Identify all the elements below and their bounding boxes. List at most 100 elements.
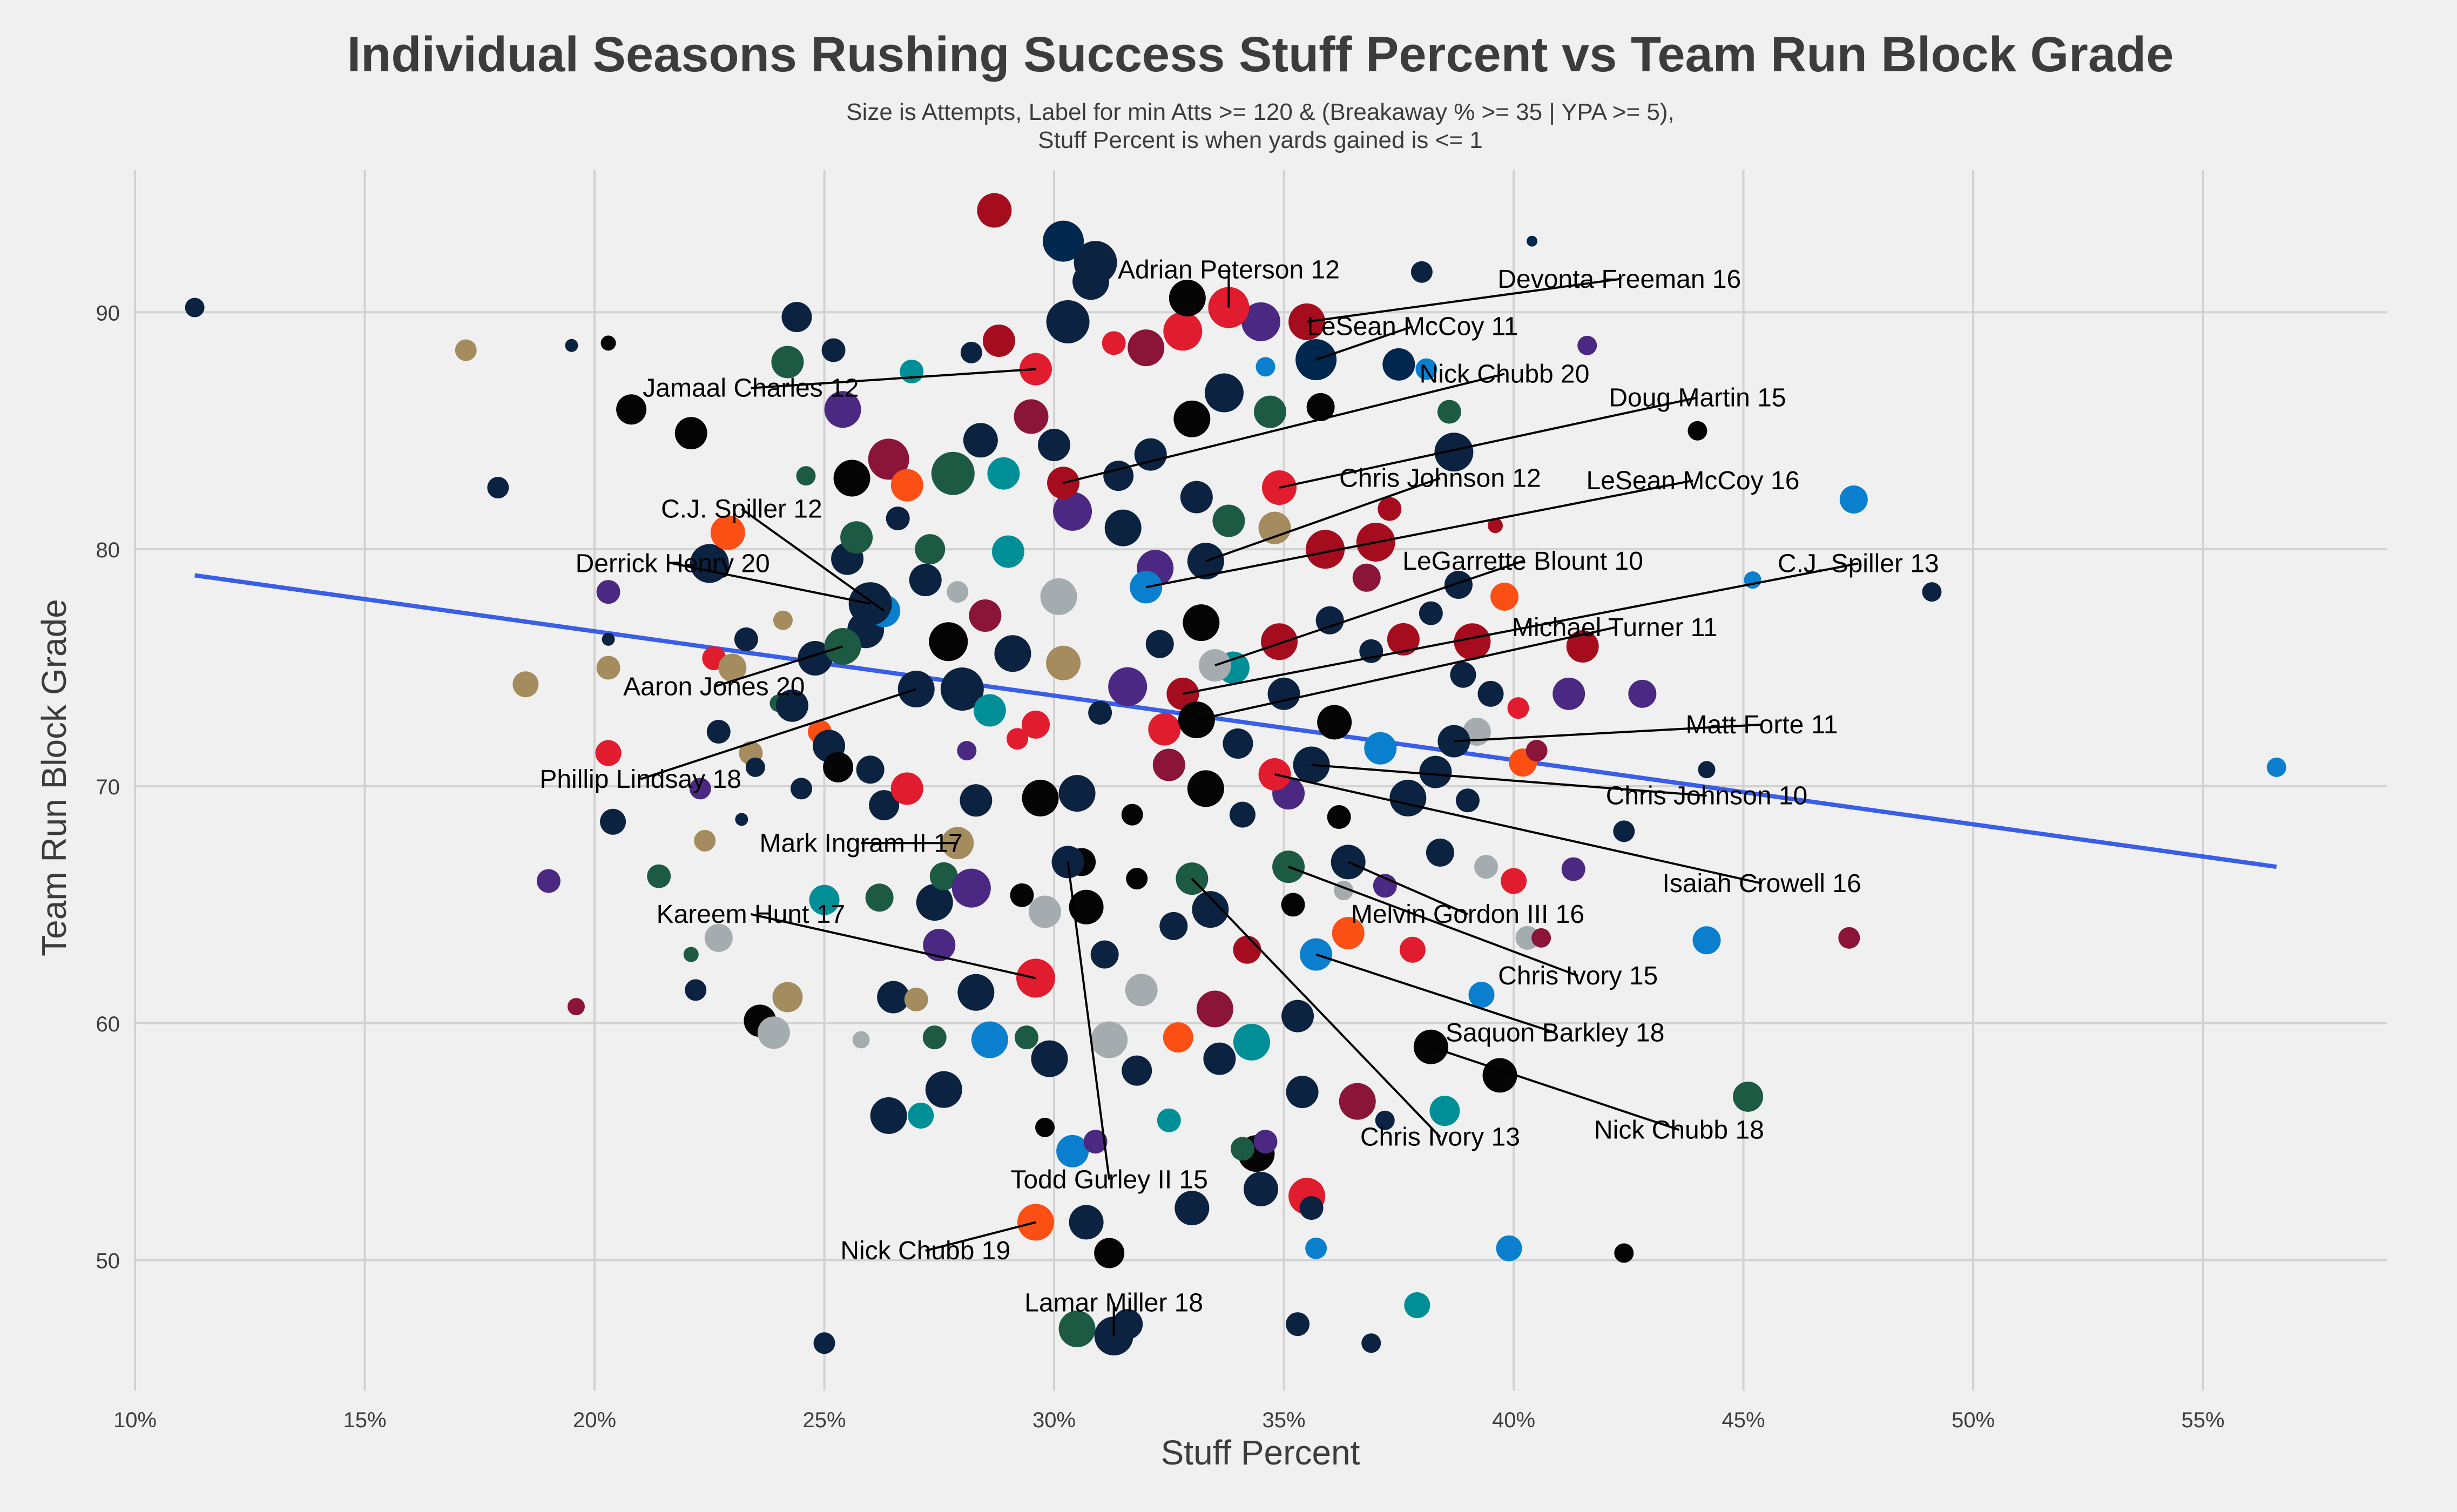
scatter-point: [1613, 820, 1635, 842]
label-leader-line: [1315, 953, 1556, 1034]
scatter-point: [1230, 1137, 1254, 1161]
scatter-point: [1183, 604, 1220, 642]
label-leader-line: [1191, 878, 1441, 1138]
scatter-point: [963, 423, 998, 458]
label-leader-line: [1066, 862, 1111, 1180]
scatter-point: [704, 923, 733, 952]
scatter-point: [865, 883, 894, 912]
point-label: LeSean McCoy 16: [1587, 467, 1800, 495]
point-label: Nick Chubb 20: [1420, 360, 1590, 388]
point-label: Chris Ivory 15: [1498, 962, 1658, 990]
point-label: Isaiah Crowell 16: [1663, 869, 1861, 898]
scatter-point: [1468, 982, 1495, 1008]
scatter-point: [1281, 893, 1305, 917]
y-axis-label: Team Run Block Grade: [35, 599, 73, 956]
scatter-point: [824, 391, 861, 428]
scatter-point: [1415, 358, 1437, 380]
scatter-point: [1526, 740, 1548, 762]
scatter-point: [922, 1025, 947, 1050]
scatter-point: [1477, 680, 1504, 707]
scatter-point: [1404, 1292, 1430, 1319]
scatter-point: [1733, 1081, 1764, 1112]
scatter-point: [1692, 926, 1721, 955]
scatter-point: [1040, 578, 1077, 615]
label-leader-line: [640, 688, 917, 780]
scatter-point: [1387, 623, 1420, 656]
scatter-point: [1088, 700, 1112, 725]
scatter-point: [1426, 838, 1454, 867]
scatter-point: [821, 338, 846, 362]
point-label: Jamaal Charles 12: [643, 374, 859, 403]
scatter-point: [960, 784, 993, 817]
scatter-point: [718, 653, 747, 682]
scatter-point: [735, 813, 748, 826]
y-tick-label: 60: [96, 1013, 120, 1036]
point-label: Nick Chubb 19: [840, 1237, 1010, 1265]
scatter-point: [1698, 761, 1716, 779]
scatter-point: [813, 1332, 835, 1354]
scatter-point: [1838, 927, 1860, 949]
scatter-point: [1286, 1312, 1310, 1336]
scatter-point: [1261, 623, 1298, 660]
label-leader-line: [741, 508, 885, 612]
trend-line-layer: [194, 573, 2277, 869]
scatter-point: [773, 610, 793, 630]
scatter-point: [689, 778, 711, 800]
scatter-point: [1375, 1110, 1395, 1130]
label-leader-line: [1214, 560, 1523, 667]
scatter-point: [1566, 630, 1599, 663]
label-leader-line: [1306, 278, 1620, 323]
point-label: Kareem Hunt 17: [657, 900, 846, 929]
point-label: LeGarrette Blount 10: [1402, 547, 1643, 576]
label-leader-line: [751, 368, 1036, 389]
scatter-point: [923, 928, 956, 961]
scatter-point: [1223, 728, 1253, 759]
scatter-point: [1361, 1333, 1381, 1353]
label-leader-line: [1279, 396, 1698, 489]
scatter-point: [1229, 801, 1256, 828]
scatter-point: [1332, 917, 1365, 950]
scatter-point: [929, 862, 958, 890]
point-label: Adrian Peterson 12: [1118, 255, 1340, 284]
scatter-point: [1531, 928, 1551, 948]
scatter-point: [1163, 312, 1203, 351]
scatter-point: [600, 808, 626, 835]
scatter-point: [1212, 504, 1245, 537]
scatter-point: [1128, 329, 1165, 367]
label-leader-line: [1145, 479, 1693, 589]
scatter-point: [1069, 889, 1104, 924]
label-leader-line: [1063, 373, 1505, 484]
point-label: C.J. Spiller 12: [661, 495, 822, 524]
label-leader-line: [713, 645, 843, 688]
label-leader-line: [1311, 764, 1707, 797]
scatter-point: [1364, 732, 1397, 765]
scatter-point: [1010, 883, 1034, 907]
scatter-point: [1454, 623, 1491, 660]
scatter-point: [487, 477, 509, 499]
scatter-point: [994, 635, 1031, 672]
scatter-point: [1108, 667, 1148, 706]
point-label: Melvin Gordon III 16: [1351, 900, 1584, 929]
scatter-point: [900, 360, 924, 384]
y-tick-label: 70: [96, 775, 120, 799]
scatter-point: [1628, 679, 1657, 708]
scatter-point: [683, 947, 699, 962]
scatter-point: [969, 599, 1002, 632]
scatter-point: [1196, 990, 1233, 1028]
scatter-point: [1069, 1205, 1104, 1240]
chart-title: Individual Seasons Rushing Success Stuff…: [347, 27, 2174, 82]
y-tick-label: 50: [96, 1250, 120, 1273]
point-label: Chris Johnson 12: [1339, 464, 1541, 492]
scatter-point: [1419, 755, 1452, 788]
scatter-point: [1058, 1310, 1096, 1347]
scatter-point: [869, 790, 900, 821]
scatter-point: [600, 335, 616, 351]
scatter-point: [1046, 300, 1090, 343]
label-leader-line: [750, 913, 1036, 980]
scatter-point: [1389, 779, 1427, 816]
scatter-point: [886, 507, 910, 531]
scatter-point: [1614, 1243, 1634, 1263]
scatter-point: [1306, 393, 1335, 421]
scatter-point: [1339, 1083, 1376, 1120]
